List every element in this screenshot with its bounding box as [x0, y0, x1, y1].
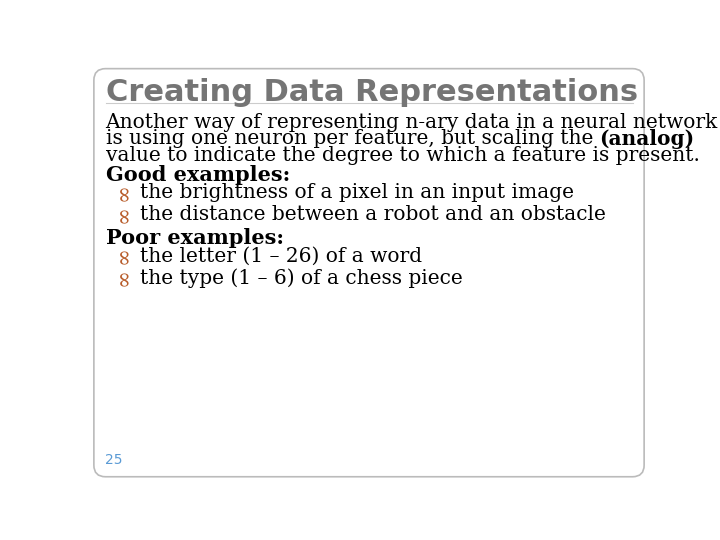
Text: ∞: ∞	[113, 184, 135, 201]
Text: Another way of representing n-ary data in a neural network: Another way of representing n-ary data i…	[106, 112, 718, 132]
Text: ∞: ∞	[113, 205, 135, 223]
Text: value to indicate the degree to which a feature is present.: value to indicate the degree to which a …	[106, 146, 699, 165]
Text: 25: 25	[106, 453, 123, 467]
Text: the type (1 – 6) of a chess piece: the type (1 – 6) of a chess piece	[140, 268, 463, 288]
Text: the brightness of a pixel in an input image: the brightness of a pixel in an input im…	[140, 184, 575, 202]
Text: Poor examples:: Poor examples:	[106, 228, 284, 248]
FancyBboxPatch shape	[94, 69, 644, 477]
Text: ∞: ∞	[113, 268, 135, 286]
Text: is using one neuron per feature, but scaling the: is using one neuron per feature, but sca…	[106, 130, 599, 148]
Text: the letter (1 – 26) of a word: the letter (1 – 26) of a word	[140, 247, 423, 266]
Text: Good examples:: Good examples:	[106, 165, 289, 185]
Text: is using one neuron per feature, but scaling the: is using one neuron per feature, but sca…	[106, 130, 599, 148]
Text: Creating Data Representations: Creating Data Representations	[106, 78, 638, 107]
Text: (analog): (analog)	[599, 130, 694, 150]
Text: ∞: ∞	[113, 247, 135, 265]
Text: the distance between a robot and an obstacle: the distance between a robot and an obst…	[140, 205, 606, 224]
